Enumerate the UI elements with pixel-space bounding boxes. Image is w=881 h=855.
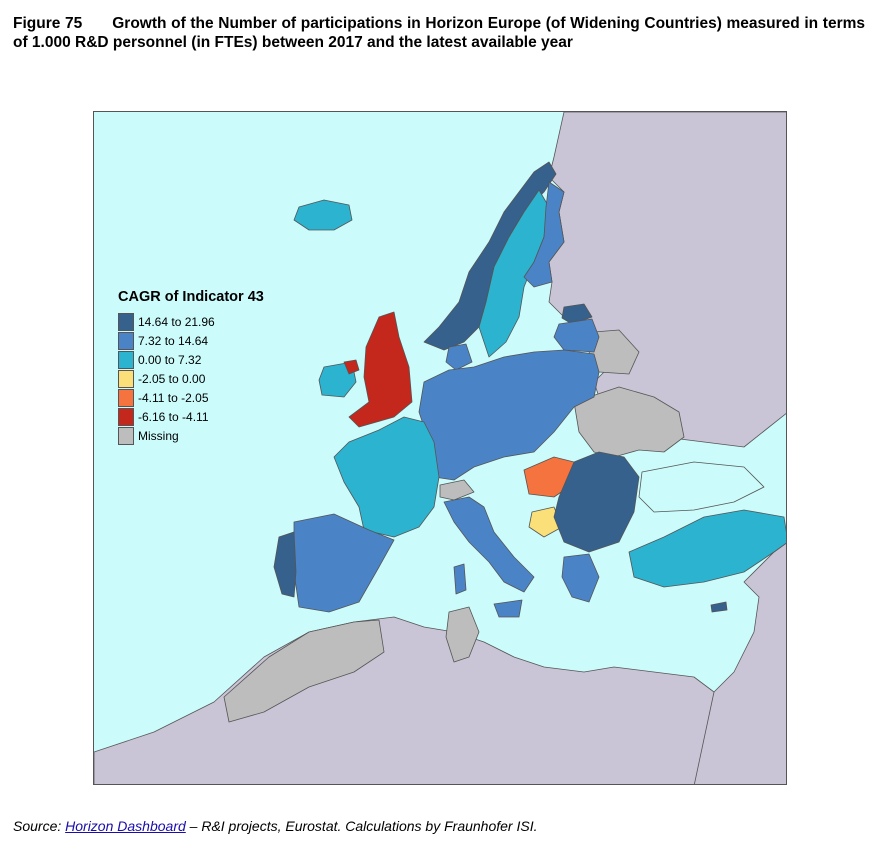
legend-label: -6.16 to -4.11	[138, 409, 209, 424]
legend-swatch	[118, 350, 134, 369]
region-balkans-east	[553, 451, 640, 553]
legend-label: 14.64 to 21.96	[138, 314, 215, 329]
legend-label: Missing	[138, 428, 179, 443]
region-morocco-algeria	[223, 619, 385, 723]
figure-label: Figure 75	[13, 15, 83, 32]
legend-item: 0.00 to 7.32	[118, 350, 264, 369]
region-italy	[443, 496, 535, 593]
region-sicily	[493, 599, 523, 618]
figure-caption: Figure 75 Growth of the Number of partici…	[13, 14, 865, 52]
source-note: Source: Horizon Dashboard – R&I projects…	[13, 818, 537, 834]
legend-swatch	[118, 312, 134, 331]
choropleth-map	[94, 112, 786, 784]
figure-title: Growth of the Number of participations i…	[13, 15, 866, 51]
region-spain	[293, 513, 395, 613]
region-cyprus	[710, 601, 728, 613]
region-ukraine	[573, 386, 685, 458]
legend-swatch	[118, 388, 134, 407]
legend-label: 0.00 to 7.32	[138, 352, 202, 367]
region-uk	[348, 311, 413, 428]
legend-swatch	[118, 331, 134, 350]
legend-title: CAGR of Indicator 43	[118, 289, 264, 305]
region-finland	[523, 181, 565, 288]
legend-item: 14.64 to 21.96	[118, 312, 264, 331]
region-tunisia	[445, 606, 480, 663]
map-legend: CAGR of Indicator 43 14.64 to 21.96 7.32…	[118, 289, 264, 445]
legend-item: -6.16 to -4.11	[118, 407, 264, 426]
black-sea	[638, 461, 765, 513]
region-bosnia	[528, 506, 563, 538]
legend-swatch	[118, 369, 134, 388]
legend-item: -2.05 to 0.00	[118, 369, 264, 388]
legend-swatch	[118, 426, 134, 445]
legend-item: Missing	[118, 426, 264, 445]
source-suffix: – R&I projects, Eurostat. Calculations b…	[189, 818, 538, 834]
horizon-dashboard-link[interactable]: Horizon Dashboard	[65, 818, 186, 834]
region-switzerland	[439, 479, 475, 501]
legend-label: 7.32 to 14.64	[138, 333, 209, 348]
region-baltics	[553, 318, 600, 353]
region-denmark	[445, 343, 473, 371]
region-sardinia	[453, 563, 467, 595]
legend-label: -2.05 to 0.00	[138, 371, 206, 386]
map-frame: CAGR of Indicator 43 14.64 to 21.96 7.32…	[93, 111, 787, 785]
region-greece	[561, 553, 600, 603]
legend-label: -4.11 to -2.05	[138, 390, 209, 405]
legend-item: 7.32 to 14.64	[118, 331, 264, 350]
legend-swatch	[118, 407, 134, 426]
region-northern-ireland	[343, 359, 360, 375]
source-prefix: Source:	[13, 818, 62, 834]
region-portugal	[273, 531, 297, 598]
region-turkey	[628, 509, 786, 588]
region-france	[333, 416, 440, 538]
legend-item: -4.11 to -2.05	[118, 388, 264, 407]
region-iceland	[293, 199, 353, 231]
